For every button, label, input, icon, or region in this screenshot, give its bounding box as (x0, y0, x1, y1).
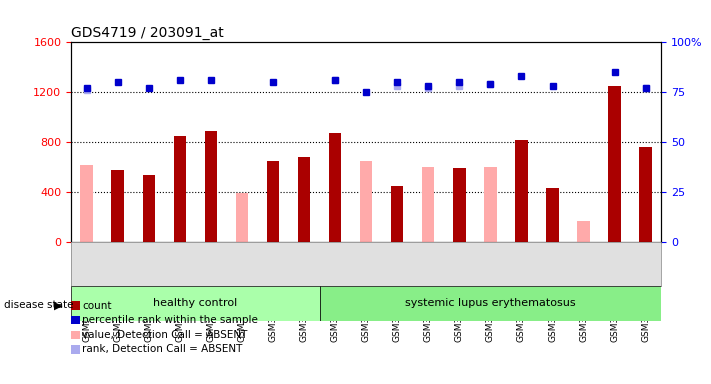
Text: value, Detection Call = ABSENT: value, Detection Call = ABSENT (82, 330, 248, 340)
Text: disease state: disease state (4, 300, 73, 310)
Bar (391, 186, 403, 242)
Bar (71, 286, 319, 321)
Bar (546, 188, 559, 242)
Bar (484, 167, 496, 242)
Text: healthy control: healthy control (153, 298, 237, 308)
Bar (71, 301, 80, 310)
Bar (609, 86, 621, 242)
Bar (422, 167, 434, 242)
Bar (453, 168, 466, 242)
Text: GDS4719 / 203091_at: GDS4719 / 203091_at (71, 26, 224, 40)
Bar (71, 316, 80, 324)
Bar (319, 286, 661, 321)
Text: percentile rank within the sample: percentile rank within the sample (82, 315, 258, 325)
Bar (515, 140, 528, 242)
Bar (80, 165, 93, 242)
Text: rank, Detection Call = ABSENT: rank, Detection Call = ABSENT (82, 344, 243, 354)
Bar (142, 175, 155, 242)
Bar (267, 161, 279, 242)
Bar (236, 193, 248, 242)
Bar (112, 170, 124, 242)
Bar (360, 161, 373, 242)
Bar (205, 131, 217, 242)
Bar (71, 331, 80, 339)
Text: count: count (82, 301, 112, 311)
Bar (298, 157, 310, 242)
Bar (71, 345, 80, 354)
Bar (329, 133, 341, 242)
Bar (173, 136, 186, 242)
Text: systemic lupus erythematosus: systemic lupus erythematosus (405, 298, 576, 308)
Text: ▶: ▶ (54, 300, 63, 310)
Bar (577, 221, 590, 242)
Bar (639, 147, 652, 242)
